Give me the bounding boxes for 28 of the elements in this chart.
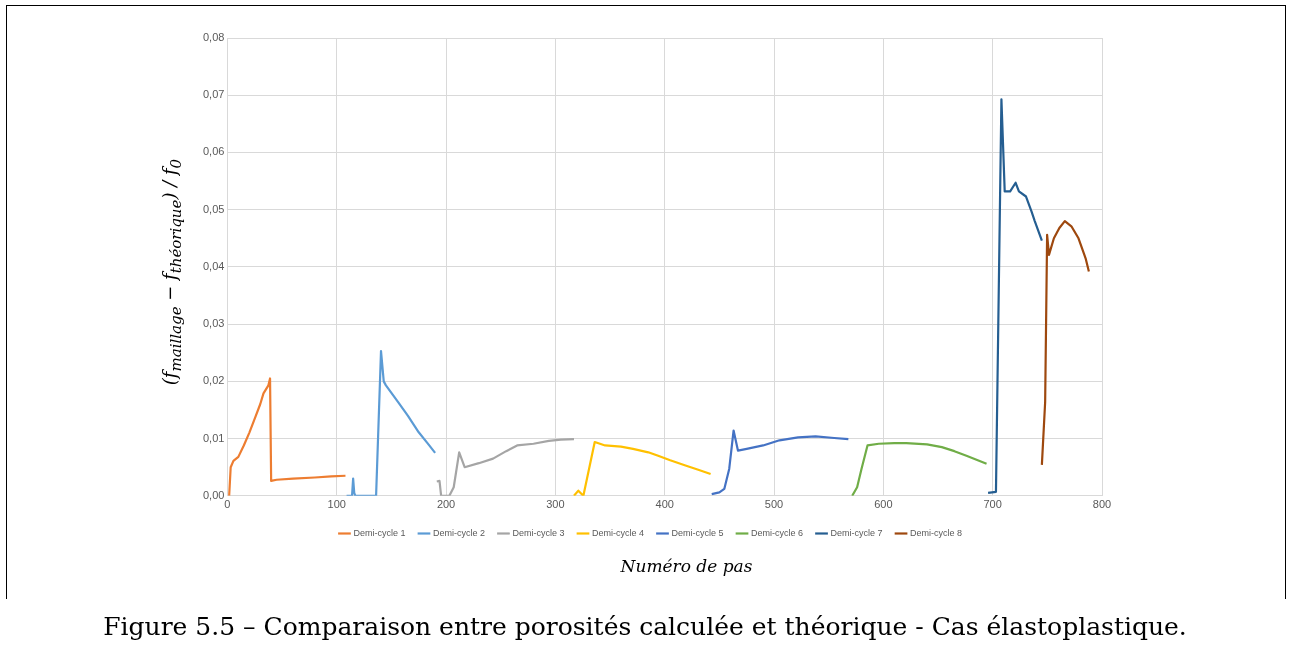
x-tick-label: 300 — [546, 498, 565, 511]
x-tick-label: 600 — [874, 498, 893, 511]
y-tick-label: 0,05 — [202, 202, 225, 215]
y-tick-label: 0,01 — [202, 431, 225, 444]
y-tick-label: 0,08 — [202, 31, 225, 44]
y-tick-label: 0,03 — [202, 317, 225, 330]
y-tick-label: 0,04 — [202, 259, 225, 272]
x-tick-label: 0 — [224, 498, 231, 511]
x-tick-label: 100 — [327, 498, 346, 511]
x-tick-label: 200 — [436, 498, 456, 511]
x-tick-label: 700 — [983, 498, 1002, 511]
legend-label: Demi-cycle 5 — [671, 527, 724, 538]
x-axis-title: Numéro de pas — [619, 556, 754, 576]
y-tick-label: 0,02 — [202, 374, 225, 387]
x-tick-label: 500 — [764, 498, 784, 511]
legend-label: Demi-cycle 2 — [432, 527, 485, 538]
legend-label: Demi-cycle 4 — [591, 527, 645, 538]
legend-label: Demi-cycle 1 — [353, 527, 406, 538]
x-tick-label: 400 — [655, 498, 674, 511]
legend-label: Demi-cycle 3 — [512, 527, 565, 538]
y-tick-label: 0,06 — [202, 145, 225, 158]
y-tick-label: 0,07 — [202, 88, 225, 101]
legend-label: Demi-cycle 7 — [830, 527, 883, 538]
caption: Figure 5.5 – Comparaison entre porosités calculée et théorique - Cas élastoplastique. — [102, 612, 1188, 641]
legend-label: Demi-cycle 8 — [910, 527, 963, 538]
legend-label: Demi-cycle 6 — [751, 527, 804, 538]
x-tick-label: 800 — [1092, 498, 1112, 511]
y-tick-label: 0,00 — [202, 488, 225, 501]
